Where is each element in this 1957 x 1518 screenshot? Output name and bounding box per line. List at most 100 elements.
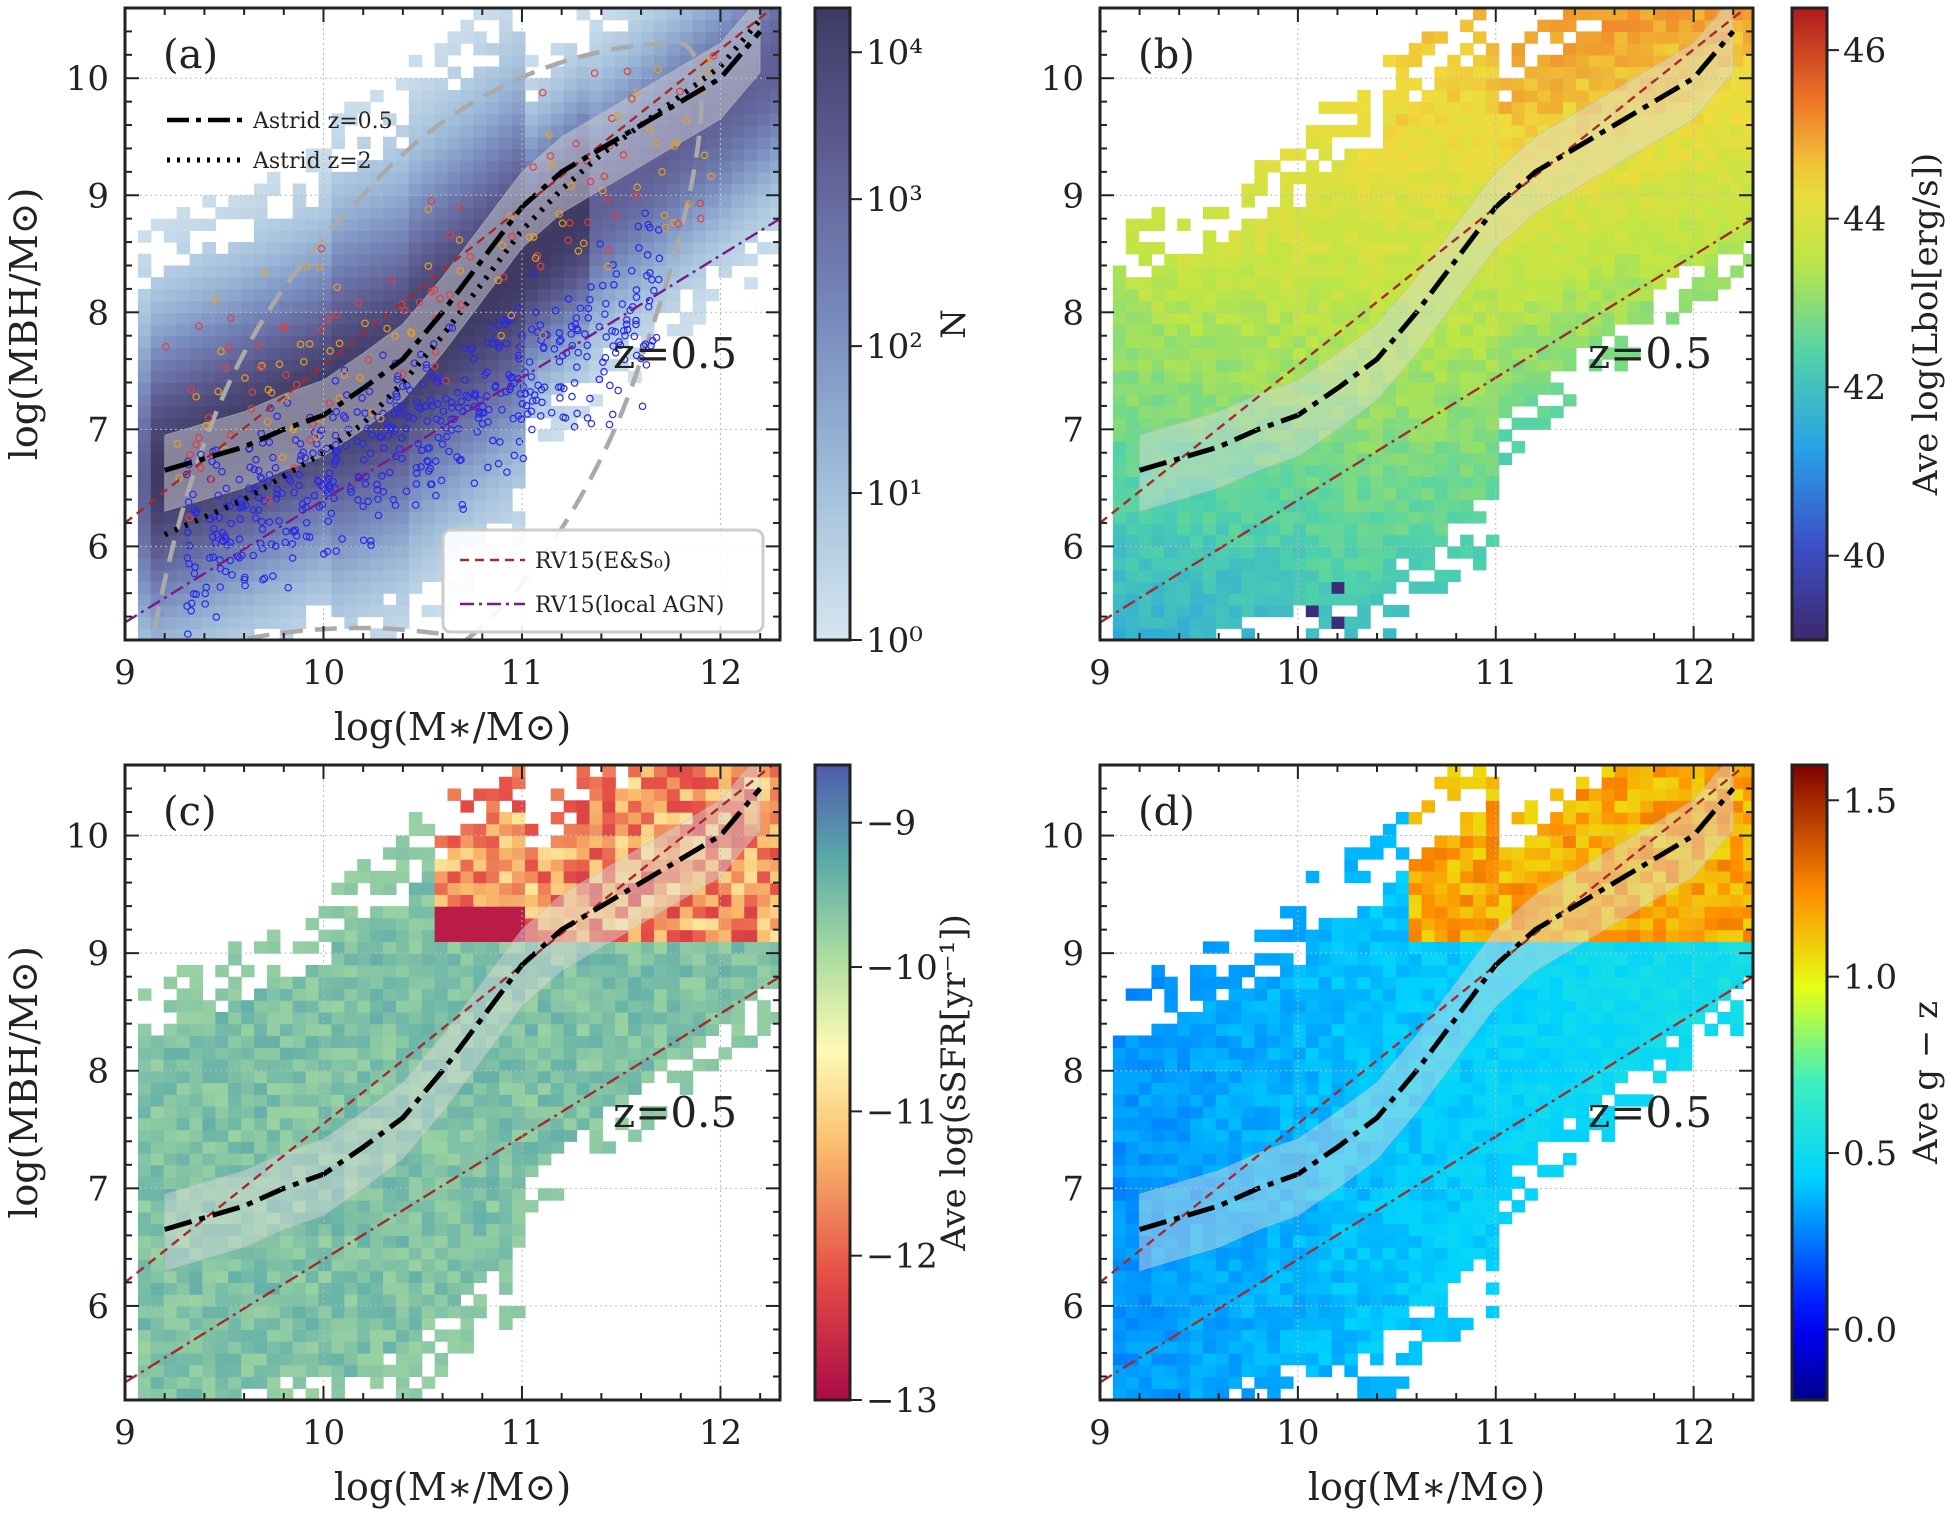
heatmap-cell (1640, 288, 1654, 302)
heatmap-cell (1717, 148, 1731, 161)
heatmap-cell (1421, 125, 1436, 138)
heatmap-cell (1601, 113, 1616, 126)
heatmap-cell (1563, 160, 1577, 173)
heatmap-cell (1588, 265, 1603, 278)
heatmap-cell (395, 206, 410, 220)
heatmap-cell (1344, 511, 1358, 524)
heatmap-cell (1704, 125, 1718, 138)
heatmap-cell (1241, 370, 1255, 384)
heatmap-cell (1653, 78, 1667, 91)
heatmap-cell (666, 171, 681, 185)
data-point (235, 535, 244, 543)
heatmap-cell (1421, 148, 1436, 161)
heatmap-cell (305, 1294, 320, 1307)
heatmap-cell (1421, 347, 1436, 360)
heatmap-cell (1254, 487, 1268, 501)
astrid-z2-line (163, 17, 763, 538)
heatmap-cell (1601, 54, 1616, 68)
heatmap-cell (344, 324, 358, 337)
heatmap-cell (460, 89, 474, 103)
heatmap-cell (499, 452, 513, 466)
heatmap-cell (1421, 534, 1436, 547)
heatmap-cell (1743, 101, 1753, 114)
heatmap-cell (279, 546, 294, 559)
heatmap-cell (1601, 183, 1616, 196)
heatmap-cell (176, 1247, 191, 1260)
heatmap-cell (1215, 558, 1230, 571)
heatmap-cell (408, 288, 423, 302)
data-point (658, 168, 666, 176)
data-point (359, 439, 367, 448)
heatmap-cell (279, 405, 294, 419)
heatmap-cell (1357, 558, 1371, 571)
heatmap-cell (1563, 206, 1577, 220)
heatmap-cell (357, 288, 371, 302)
heatmap-cell (1151, 534, 1165, 547)
heatmap-cell (1704, 43, 1718, 56)
heatmap-cell (202, 1200, 216, 1213)
heatmap-cell (473, 242, 487, 255)
heatmap-cell (1395, 522, 1410, 536)
heatmap-cell (1563, 277, 1577, 290)
heatmap-cell (1460, 277, 1474, 290)
heatmap-cell (1743, 171, 1753, 185)
heatmap-cell (344, 113, 358, 126)
heatmap-cell (563, 230, 578, 243)
heatmap-cell (241, 206, 255, 220)
heatmap-cell (344, 183, 358, 196)
heatmap-cell (1151, 288, 1165, 302)
heatmap-cell (1498, 206, 1513, 220)
heatmap-cell (383, 522, 397, 536)
heatmap-cell (241, 1188, 255, 1201)
heatmap-cell (1408, 511, 1423, 524)
heatmap-cell (1537, 405, 1551, 419)
heatmap-cell (1280, 546, 1294, 559)
heatmap-cell (254, 1176, 268, 1189)
heatmap-cell (279, 1341, 294, 1354)
heatmap-cell (1447, 312, 1461, 325)
heatmap-cell (1537, 382, 1551, 395)
heatmap-cell (1228, 405, 1243, 419)
data-point (557, 383, 565, 391)
heatmap-cell (228, 1153, 242, 1166)
heatmap-cell (228, 242, 242, 255)
heatmap-cell (1408, 206, 1423, 220)
heatmap-cell (447, 230, 462, 243)
heatmap-cell (1460, 546, 1474, 559)
data-point (303, 496, 312, 505)
heatmap-cell (1254, 441, 1268, 454)
heatmap-cell (137, 417, 152, 430)
heatmap-cell (189, 1153, 204, 1166)
heatmap-cell (163, 1270, 178, 1284)
heatmap-cell (770, 89, 780, 103)
heatmap-cell (176, 1376, 191, 1389)
heatmap-cell (1665, 136, 1680, 150)
heatmap-cell (1434, 148, 1448, 161)
heatmap-cell (653, 8, 668, 21)
heatmap-cell (1382, 581, 1397, 594)
heatmap-cell (1292, 253, 1307, 267)
heatmap-cell (305, 277, 320, 290)
heatmap-cell (383, 183, 397, 196)
data-point (530, 391, 539, 399)
data-point (618, 300, 627, 308)
data-point (281, 538, 290, 547)
heatmap-cell (1331, 300, 1345, 313)
heatmap-cell (395, 476, 410, 489)
heatmap-cell (228, 1235, 242, 1248)
heatmap-cell (176, 1294, 191, 1307)
heatmap-cell (395, 265, 410, 278)
heatmap-cell (589, 312, 603, 325)
heatmap-cell (1370, 195, 1384, 208)
heatmap-cell (202, 1035, 216, 1048)
heatmap-cell (1267, 499, 1281, 512)
heatmap-cell (1357, 335, 1371, 349)
heatmap-cell (1241, 417, 1255, 430)
heatmap-cell (1485, 54, 1500, 68)
data-point (670, 219, 678, 227)
heatmap-cell (137, 1164, 152, 1178)
heatmap-cell (176, 1200, 191, 1213)
plot-area (125, 765, 780, 1400)
heatmap-cell (1125, 359, 1140, 372)
heatmap-cell (576, 183, 591, 196)
